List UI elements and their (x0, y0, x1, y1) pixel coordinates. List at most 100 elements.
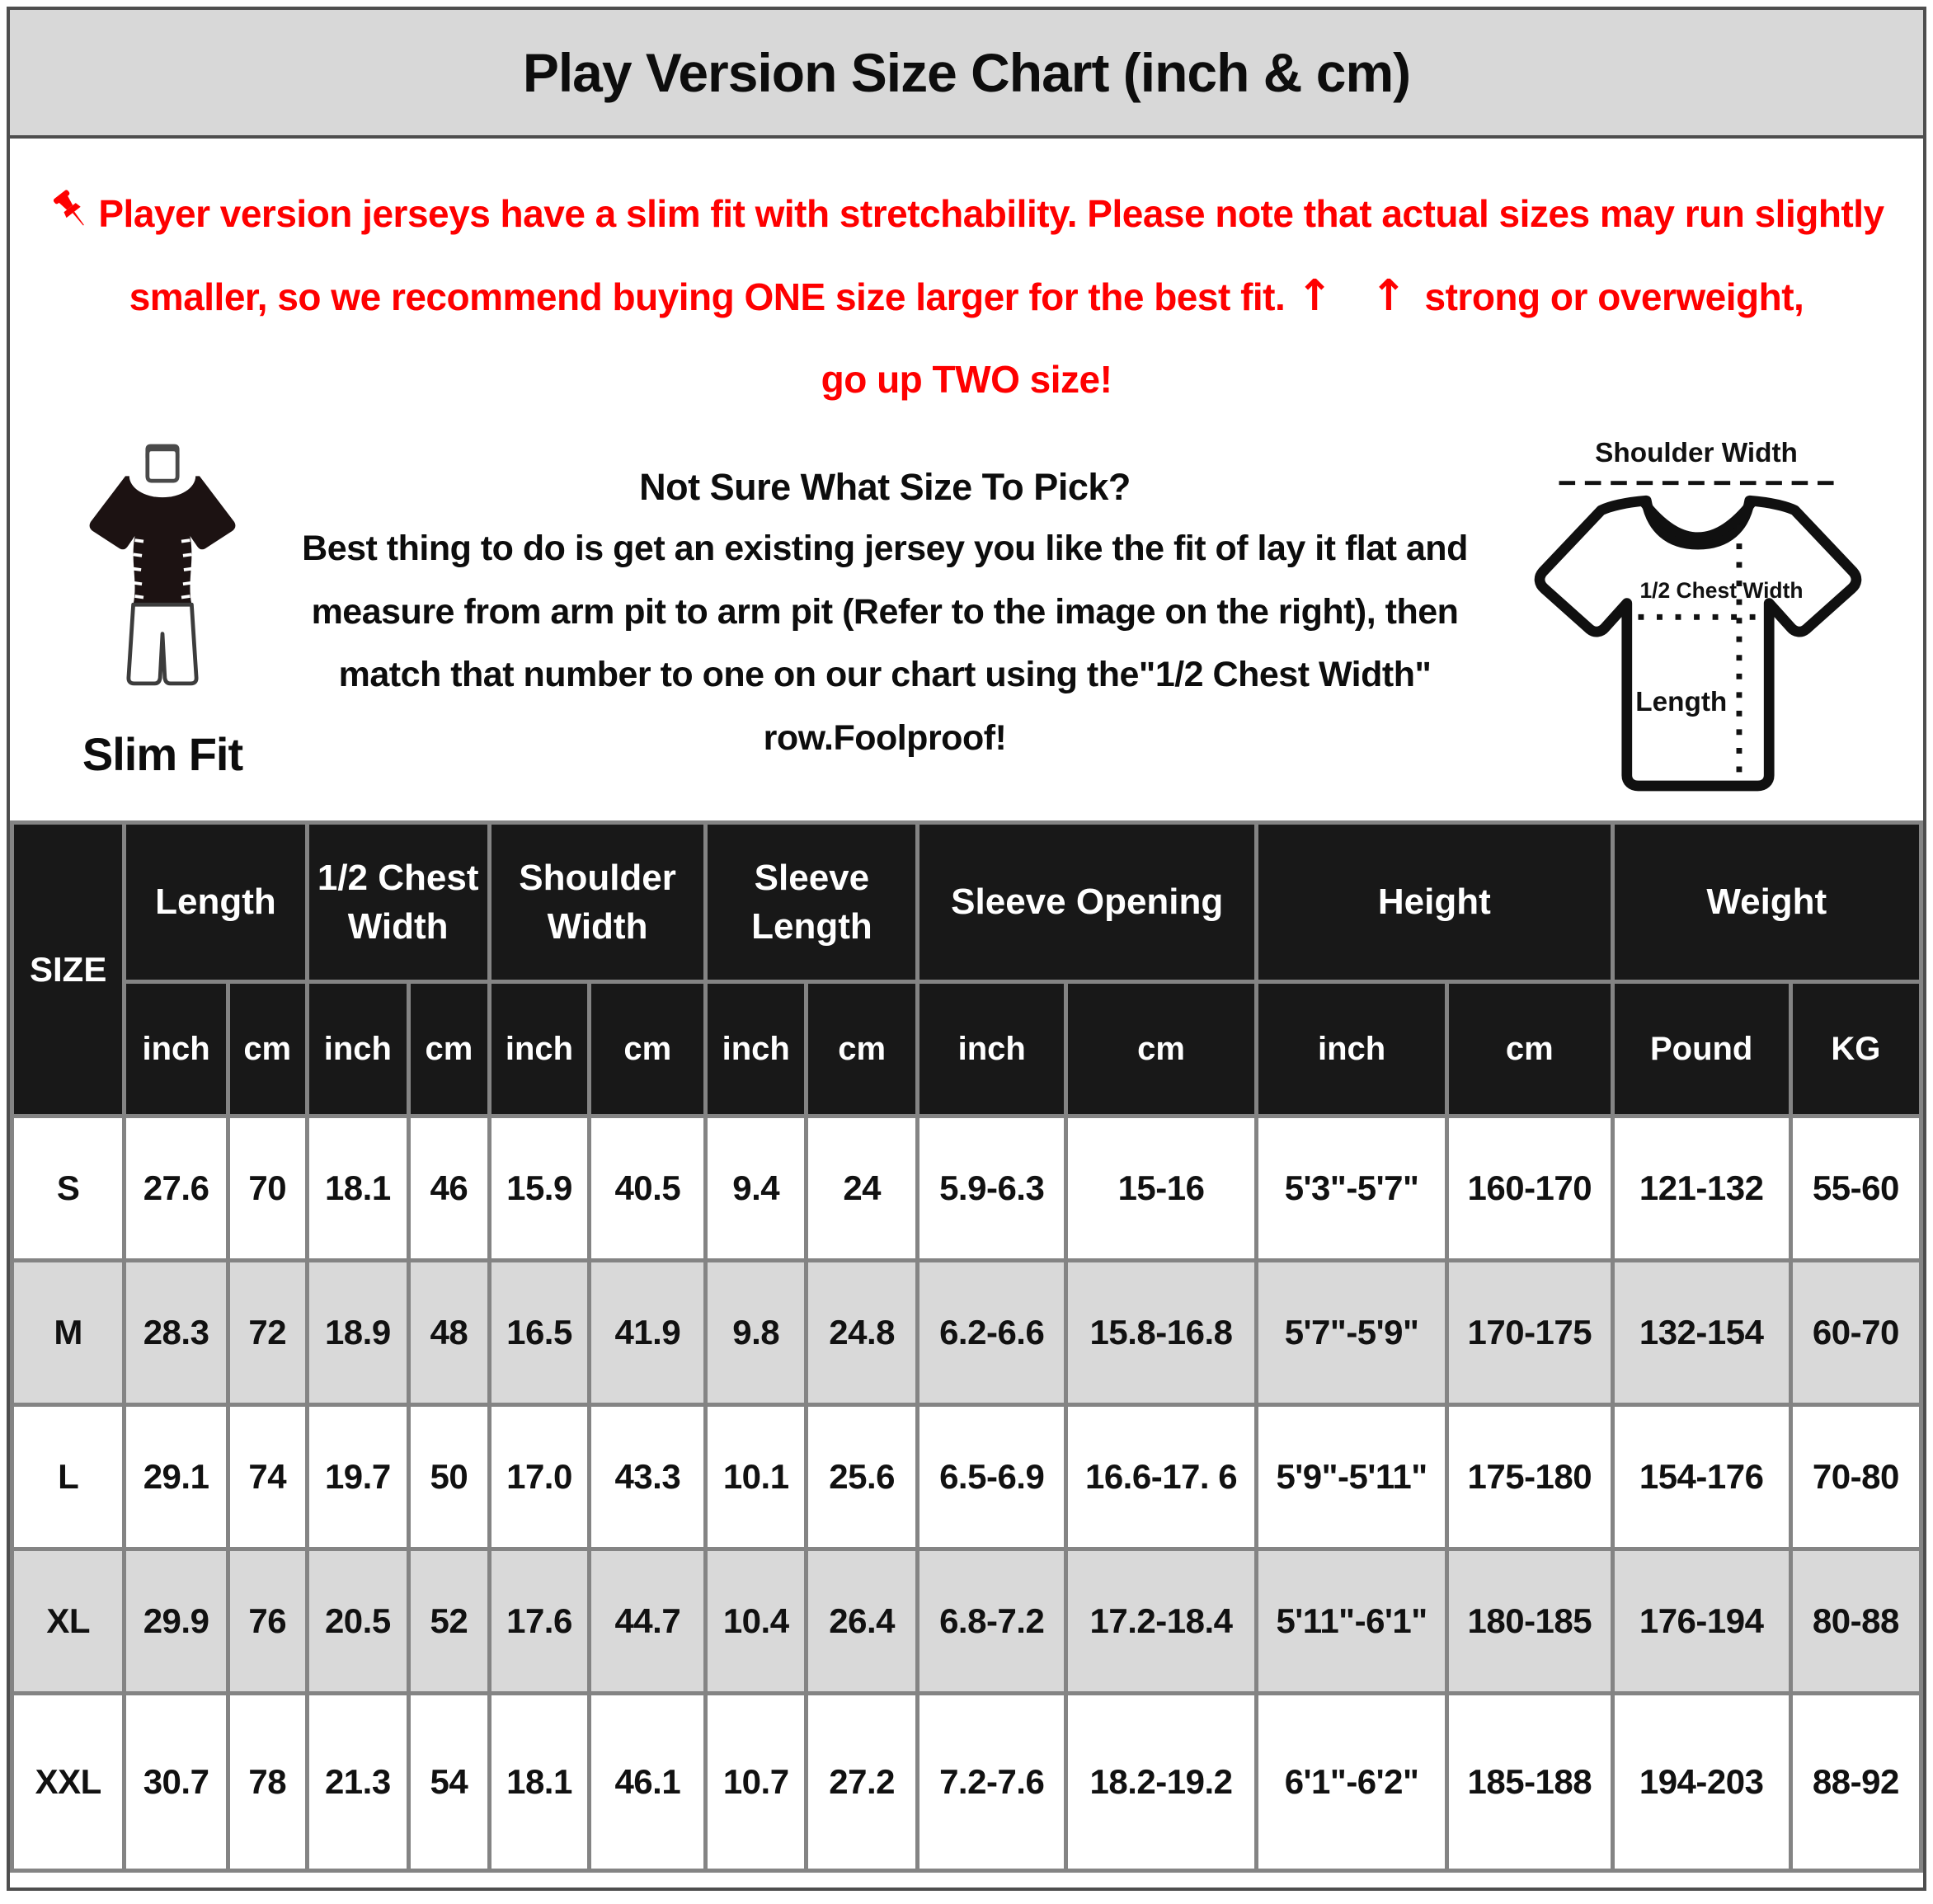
unit-header: inch (703, 980, 808, 1119)
table-cell: 18.2-19.2 (1064, 1691, 1259, 1873)
table-cell: 19.7 (304, 1403, 412, 1552)
unit-header: cm (587, 980, 708, 1119)
table-cell: 29.1 (122, 1403, 230, 1552)
table-cell: 121-132 (1610, 1114, 1793, 1263)
table-cell: 80-88 (1788, 1547, 1923, 1696)
table-cell: 6'1"-6'2" (1254, 1691, 1450, 1873)
table-cell: 18.1 (487, 1691, 592, 1873)
measurement-diagram: Shoulder Width 1/2 Chest Width Length (1488, 430, 1908, 830)
table-row: M 28.3 72 18.9 48 16.5 41.9 9.8 24.8 6.2-6.6 15.8-… (10, 1258, 1923, 1408)
half-chest-width-label: 1/2 Chest Width (1639, 578, 1803, 603)
notice-text-3: go up TWO size! (821, 357, 1112, 401)
table-cell: 18.9 (304, 1258, 412, 1408)
size-cell: L (10, 1403, 127, 1552)
size-cell: S (10, 1114, 127, 1263)
table-cell: 5'11"-6'1" (1254, 1547, 1450, 1696)
column-group-half-chest-width: 1/2 Chest Width (304, 820, 491, 985)
unit-header: Pound (1610, 980, 1793, 1119)
table-cell: 60-70 (1788, 1258, 1923, 1408)
size-help-heading: Not Sure What Size To Pick? (639, 466, 1131, 509)
table-cell: 21.3 (304, 1691, 412, 1873)
table-cell: 29.9 (122, 1547, 230, 1696)
pushpin-icon (49, 183, 96, 231)
notice-text-2: strong or overweight, (1424, 275, 1804, 319)
table-cell: 7.2-7.6 (915, 1691, 1069, 1873)
size-help-body: Best thing to do is get an existing jers… (302, 529, 1468, 758)
unit-header: cm (407, 980, 491, 1119)
table-cell: 43.3 (587, 1403, 708, 1552)
notice-text: Player version jerseys have a slim fit w… (98, 192, 1884, 319)
unit-header: inch (304, 980, 412, 1119)
table-cell: 9.8 (703, 1258, 808, 1408)
size-cell: XXL (10, 1691, 127, 1873)
size-chart-table: SIZE Length 1/2 Chest Width Shoulder Wid… (10, 820, 1923, 1873)
size-chart-page: Play Version Size Chart (inch & cm) Play… (7, 7, 1926, 1891)
table-cell: 194-203 (1610, 1691, 1793, 1873)
table-cell: 76 (225, 1547, 309, 1696)
table-cell: 27.6 (122, 1114, 230, 1263)
table-row: L 29.1 74 19.7 50 17.0 43.3 10.1 25.6 6.5-6.9 16.6… (10, 1403, 1923, 1552)
table-cell: 170-175 (1445, 1258, 1615, 1408)
unit-header: cm (1445, 980, 1615, 1119)
table-row: XL 29.9 76 20.5 52 17.6 44.7 10.4 26.4 6.8-7.2 17.… (10, 1547, 1923, 1696)
size-cell: XL (10, 1547, 127, 1696)
table-cell: 10.7 (703, 1691, 808, 1873)
unit-header: cm (225, 980, 309, 1119)
table-cell: 5'9"-5'11" (1254, 1403, 1450, 1552)
table-cell: 160-170 (1445, 1114, 1615, 1263)
unit-header: inch (122, 980, 230, 1119)
table-cell: 17.2-18.4 (1064, 1547, 1259, 1696)
table-cell: 26.4 (803, 1547, 920, 1696)
table-cell: 24 (803, 1114, 920, 1263)
shoulder-width-label: Shoulder Width (1595, 438, 1798, 468)
size-help-text: Not Sure What Size To Pick? Best thing t… (282, 430, 1488, 769)
size-cell: M (10, 1258, 127, 1408)
up-arrows-icon: ↑ ↑ (1296, 271, 1418, 322)
table-cell: 55-60 (1788, 1114, 1923, 1263)
table-cell: 44.7 (587, 1547, 708, 1696)
unit-header: cm (1064, 980, 1259, 1119)
table-cell: 15.8-16.8 (1064, 1258, 1259, 1408)
table-cell: 46.1 (587, 1691, 708, 1873)
table-cell: 27.2 (803, 1691, 920, 1873)
table-cell: 180-185 (1445, 1547, 1615, 1696)
table-cell: 10.1 (703, 1403, 808, 1552)
table-cell: 20.5 (304, 1547, 412, 1696)
unit-header: inch (915, 980, 1069, 1119)
column-group-sleeve-length: Sleeve Length (703, 820, 920, 985)
table-row: S 27.6 70 18.1 46 15.9 40.5 9.4 24 5.9-6.3 15-16 5'… (10, 1114, 1923, 1263)
unit-header: cm (803, 980, 920, 1119)
column-group-shoulder-width: Shoulder Width (487, 820, 708, 985)
table-cell: 50 (407, 1403, 491, 1552)
column-group-height: Height (1254, 820, 1615, 985)
table-cell: 40.5 (587, 1114, 708, 1263)
table-cell: 70-80 (1788, 1403, 1923, 1552)
table-cell: 78 (225, 1691, 309, 1873)
table-cell: 15.9 (487, 1114, 592, 1263)
table-cell: 176-194 (1610, 1547, 1793, 1696)
table-cell: 15-16 (1064, 1114, 1259, 1263)
title-bar: Play Version Size Chart (inch & cm) (10, 10, 1923, 139)
slim-fit-icon (89, 444, 236, 686)
table-cell: 5.9-6.3 (915, 1114, 1069, 1263)
table-cell: 5'3"-5'7" (1254, 1114, 1450, 1263)
table-cell: 17.6 (487, 1547, 592, 1696)
table-cell: 24.8 (803, 1258, 920, 1408)
page-title: Play Version Size Chart (inch & cm) (522, 42, 1411, 103)
fit-notice: Player version jerseys have a slim fit w… (10, 139, 1923, 425)
column-group-length: Length (122, 820, 309, 985)
table-cell: 30.7 (122, 1691, 230, 1873)
table-cell: 154-176 (1610, 1403, 1793, 1552)
table-cell: 88-92 (1788, 1691, 1923, 1873)
table-cell: 17.0 (487, 1403, 592, 1552)
info-section: Slim Fit Not Sure What Size To Pick? Bes… (10, 425, 1923, 817)
table-cell: 6.2-6.6 (915, 1258, 1069, 1408)
length-label: Length (1635, 687, 1727, 717)
table-cell: 52 (407, 1547, 491, 1696)
table-cell: 16.5 (487, 1258, 592, 1408)
table-cell: 41.9 (587, 1258, 708, 1408)
table-cell: 5'7"-5'9" (1254, 1258, 1450, 1408)
unit-header: KG (1788, 980, 1923, 1119)
table-cell: 10.4 (703, 1547, 808, 1696)
unit-header: inch (487, 980, 592, 1119)
